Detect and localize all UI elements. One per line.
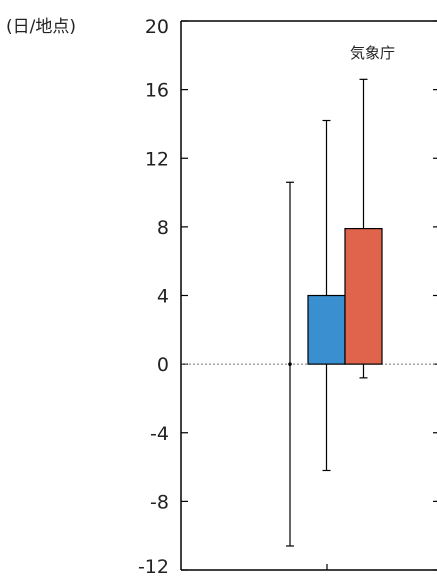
source-label: 気象庁 xyxy=(350,44,395,62)
y-tick-label: 0 xyxy=(157,354,169,376)
y-tick-label: 8 xyxy=(157,217,169,239)
bar-series-1 xyxy=(307,294,346,365)
bars xyxy=(307,227,383,365)
reference-point xyxy=(288,362,292,366)
bar-series-2 xyxy=(344,227,383,365)
y-tick-label: 16 xyxy=(145,80,169,102)
y-tick-label: 12 xyxy=(145,148,169,170)
y-tick-label: 4 xyxy=(157,286,169,308)
y-tick-label: -4 xyxy=(150,423,169,445)
y-tick-label: 20 xyxy=(145,16,169,38)
y-axis-unit-label: (日/地点) xyxy=(6,17,76,37)
y-tick-label: -8 xyxy=(150,491,169,513)
y-tick-label: -12 xyxy=(138,556,169,578)
y-axis-tick-labels: 20 16 12 8 4 0 -4 -8 -12 xyxy=(138,16,169,578)
